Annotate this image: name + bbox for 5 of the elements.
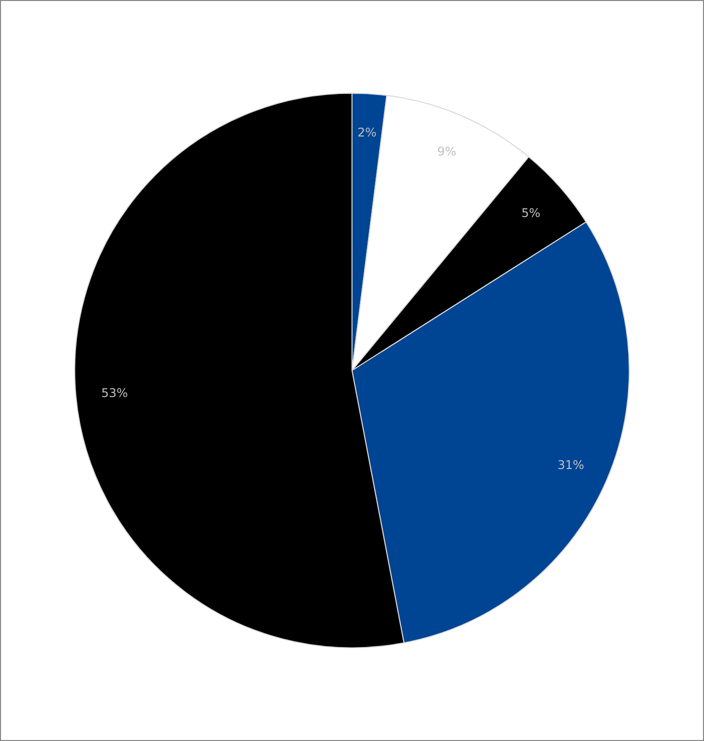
data-label: 2% [357, 126, 376, 140]
data-label: 5% [521, 206, 540, 220]
data-label: 9% [437, 144, 456, 159]
data-label: 31% [558, 458, 584, 472]
data-label: 53% [101, 386, 128, 400]
